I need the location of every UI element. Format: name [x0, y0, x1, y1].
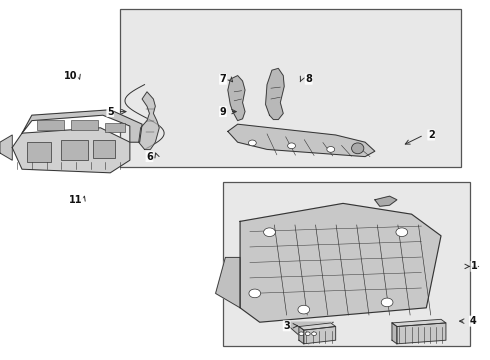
Text: 8: 8	[305, 74, 312, 84]
Text: 11: 11	[69, 195, 83, 205]
Text: 10: 10	[64, 71, 78, 81]
Polygon shape	[284, 322, 333, 344]
Ellipse shape	[352, 143, 364, 154]
Text: 3: 3	[283, 321, 290, 331]
Text: 9: 9	[220, 107, 226, 117]
Polygon shape	[392, 319, 446, 327]
Bar	[27, 142, 51, 162]
Polygon shape	[375, 196, 397, 206]
Circle shape	[381, 298, 393, 307]
Text: 2: 2	[428, 130, 435, 140]
Polygon shape	[228, 124, 375, 157]
Circle shape	[327, 147, 335, 152]
Circle shape	[312, 332, 317, 336]
Circle shape	[249, 289, 261, 298]
Bar	[223, 182, 470, 346]
Polygon shape	[299, 327, 304, 344]
Polygon shape	[228, 76, 245, 121]
Text: 4: 4	[469, 316, 476, 326]
Bar	[93, 140, 115, 158]
Polygon shape	[299, 323, 336, 330]
Polygon shape	[139, 92, 159, 149]
Bar	[105, 123, 125, 132]
Circle shape	[288, 143, 295, 149]
Circle shape	[305, 332, 310, 336]
Circle shape	[248, 140, 256, 146]
Polygon shape	[12, 128, 130, 173]
Bar	[71, 120, 98, 130]
Bar	[37, 120, 64, 130]
Bar	[120, 9, 461, 167]
Polygon shape	[397, 323, 446, 344]
Polygon shape	[266, 68, 284, 120]
Polygon shape	[216, 257, 240, 308]
Polygon shape	[392, 323, 397, 344]
Circle shape	[396, 228, 408, 237]
Polygon shape	[0, 135, 12, 160]
Circle shape	[264, 228, 275, 237]
Circle shape	[298, 305, 310, 314]
Text: 6: 6	[146, 152, 153, 162]
Bar	[61, 140, 88, 160]
Circle shape	[299, 332, 304, 336]
Text: 1: 1	[471, 261, 478, 271]
Text: 7: 7	[220, 74, 226, 84]
Polygon shape	[240, 203, 441, 322]
Polygon shape	[304, 327, 336, 344]
Text: 5: 5	[107, 107, 114, 117]
Polygon shape	[22, 110, 142, 142]
